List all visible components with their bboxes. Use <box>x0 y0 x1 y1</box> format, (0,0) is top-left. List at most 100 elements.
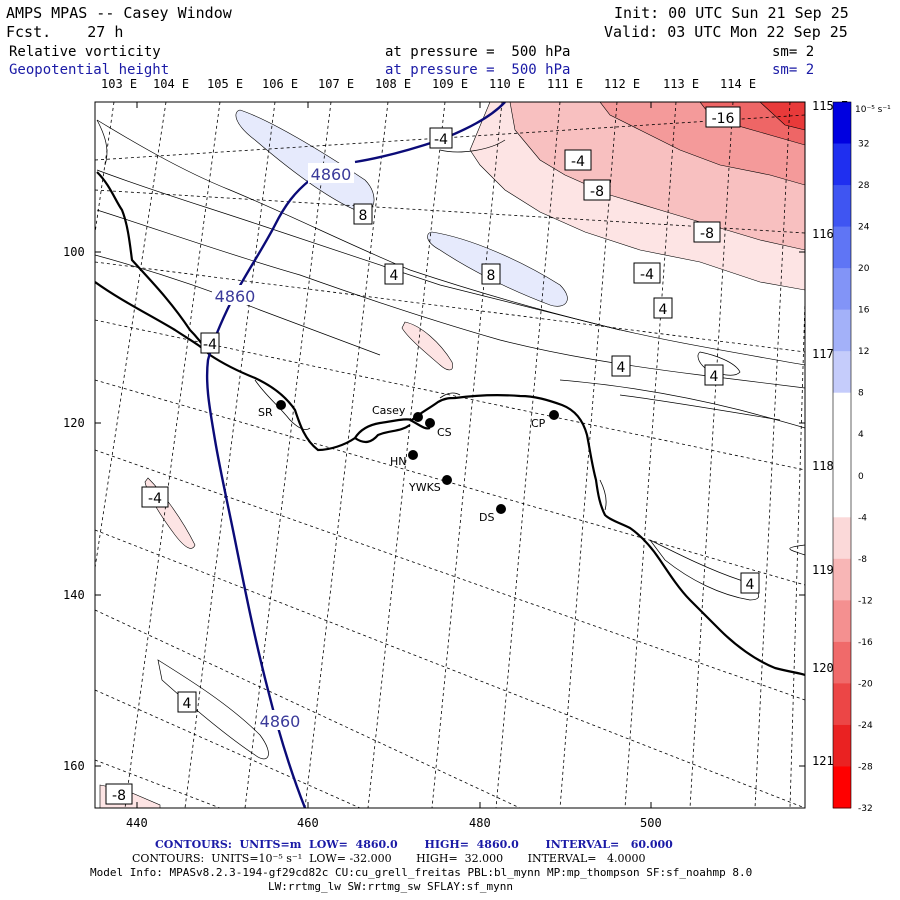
field1-level: at pressure = 500 hPa <box>385 44 571 60</box>
colorbar-tick-label: 32 <box>858 140 869 150</box>
colorbar-tick-label: -20 <box>858 679 873 689</box>
colorbar-swatch <box>833 683 851 726</box>
lon-label: 109 E <box>432 77 469 91</box>
vort-label: 8 <box>359 208 368 224</box>
colorbar-units: 10⁻⁵ s⁻¹ <box>855 105 891 115</box>
vort-label: -8 <box>700 226 714 242</box>
station-marker <box>276 400 286 410</box>
height-contour-info: CONTOURS: UNITS=m LOW= 4860.0 HIGH= 4860… <box>155 838 673 851</box>
lon-label: 105 E <box>207 77 244 91</box>
x-tick-label: 480 <box>469 816 491 830</box>
height-label: 4860 <box>311 165 352 184</box>
colorbar-tick-label: 28 <box>858 181 870 191</box>
lon-label: 113 E <box>663 77 700 91</box>
lon-label: 107 E <box>318 77 355 91</box>
station-marker <box>408 450 418 460</box>
axis-ticks <box>95 102 805 808</box>
colorbar-tick-label: -24 <box>858 721 873 731</box>
colorbar-tick-label: -12 <box>858 596 873 606</box>
colorbar-tick-label: 12 <box>858 347 869 357</box>
station-label-cp: CP <box>531 417 546 430</box>
vort-label: 4 <box>183 696 192 712</box>
colorbar-swatch <box>833 766 851 809</box>
colorbar-swatch <box>833 185 851 228</box>
y-tick-label: 100 <box>63 245 85 259</box>
vort-label: -8 <box>112 788 126 804</box>
station-marker <box>425 418 435 428</box>
colorbar-swatch <box>833 143 851 186</box>
colorbar-swatch <box>833 641 851 684</box>
colorbar-tick-label: -4 <box>858 513 867 523</box>
colorbar-tick-label: -28 <box>858 762 873 772</box>
coastline-detail <box>254 379 607 511</box>
colorbar-tick-label: -16 <box>858 638 873 648</box>
lon-label: 104 E <box>153 77 190 91</box>
lon-label: 103 E <box>101 77 138 91</box>
colorbar-frame <box>832 101 852 809</box>
colorbar-tick-label: -8 <box>858 555 867 565</box>
station-label-ywks: YWKS <box>408 481 441 494</box>
station-marker <box>549 410 559 420</box>
model-info-physics: LW:rrtmg_lw SW:rrtmg_sw SFLAY:sf_mynn <box>268 880 514 893</box>
station-marker <box>413 412 423 422</box>
vorticity-shading <box>99 102 805 808</box>
colorbar-swatch <box>833 475 851 518</box>
vort-label: -4 <box>571 154 585 170</box>
vort-label: 4 <box>617 360 626 376</box>
x-tick-label: 460 <box>297 816 319 830</box>
colorbar-tick-label: 0 <box>858 472 864 482</box>
lon-label: 110 E <box>489 77 526 91</box>
vorticity-contour-info: CONTOURS: UNITS=10⁻⁵ s⁻¹ LOW= -32.000 HI… <box>132 852 646 865</box>
vort-label: 4 <box>659 302 668 318</box>
vort-label: 4 <box>710 369 719 385</box>
colorbar: 10⁻⁵ s⁻¹ 32 28 24 20 16 12 8 4 0 -4 -8 -12 -16 -20 -24… <box>832 101 891 814</box>
vort-label: -4 <box>434 132 448 148</box>
vort-label: 4 <box>390 268 399 284</box>
colorbar-swatch <box>833 392 851 435</box>
colorbar-tick-label: 20 <box>858 264 870 274</box>
lon-label: 106 E <box>262 77 299 91</box>
height-label: 4860 <box>215 287 256 306</box>
vorticity-contour-labels: -4 -16 -4 -8 8 -8 4 8 -4 4 -4 4 4 -4 4 4… <box>105 106 760 805</box>
station-label-ds: DS <box>479 511 494 524</box>
colorbar-swatch <box>833 268 851 311</box>
vort-label: -8 <box>590 184 604 200</box>
x-tick-label: 500 <box>640 816 662 830</box>
stations: SR Casey CS HN YWKS DS CP <box>258 400 559 524</box>
colorbar-tick-label: 8 <box>858 389 864 399</box>
valid-time: Valid: 03 UTC Mon 22 Sep 25 <box>604 23 848 41</box>
vort-label: -4 <box>148 491 162 507</box>
colorbar-swatch <box>833 434 851 477</box>
field2-level: at pressure = 500 hPa <box>385 62 571 78</box>
lon-label: 111 E <box>547 77 584 91</box>
station-label-casey: Casey <box>372 404 406 417</box>
field1-name: Relative vorticity <box>9 44 161 60</box>
colorbar-swatch <box>833 226 851 269</box>
colorbar-swatch <box>833 600 851 643</box>
init-time: Init: 00 UTC Sun 21 Sep 25 <box>614 4 849 22</box>
x-tick-label: 440 <box>126 816 148 830</box>
vort-label: -4 <box>203 337 217 353</box>
vort-label: 4 <box>746 577 755 593</box>
station-label-cs: CS <box>437 426 452 439</box>
colorbar-swatch <box>833 351 851 394</box>
station-label-sr: SR <box>258 406 273 419</box>
y-tick-label: 120 <box>63 416 85 430</box>
station-marker <box>442 475 452 485</box>
field2-name: Geopotential height <box>9 62 170 78</box>
vort-label: -16 <box>712 111 735 127</box>
colorbar-tick-label: 4 <box>858 430 864 440</box>
lon-label: 112 E <box>604 77 641 91</box>
colorbar-tick-label: 24 <box>858 223 870 233</box>
map-title: AMPS MPAS -- Casey Window <box>6 4 232 22</box>
colorbar-swatch <box>833 724 851 767</box>
forecast-hour: Fcst. 27 h <box>6 23 124 41</box>
colorbar-tick-label: 16 <box>858 306 870 316</box>
plot-area <box>95 102 805 808</box>
colorbar-swatch <box>833 558 851 601</box>
height-label: 4860 <box>260 712 301 731</box>
lon-label: 108 E <box>375 77 412 91</box>
field2-smoothing: sm= 2 <box>772 62 815 78</box>
colorbar-swatch <box>833 309 851 352</box>
